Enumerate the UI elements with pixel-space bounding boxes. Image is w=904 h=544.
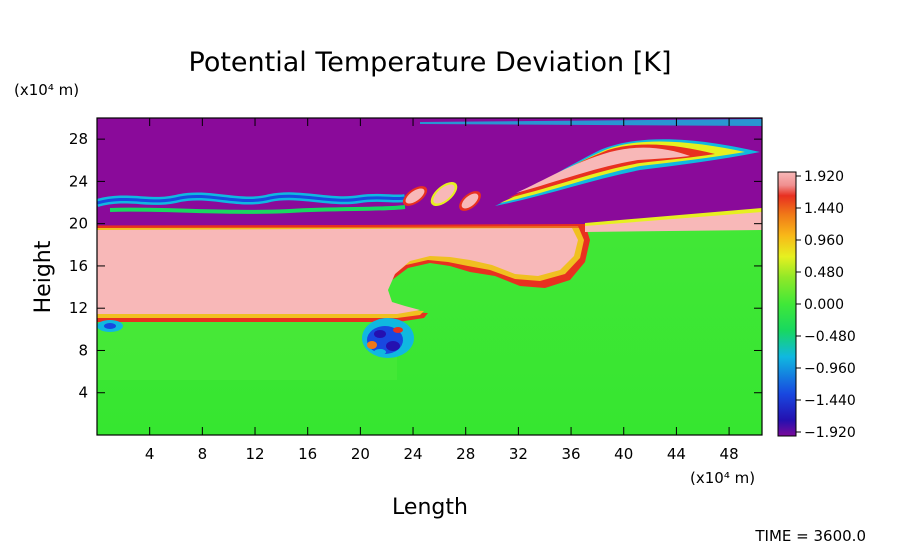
chart-title: Potential Temperature Deviation [K] [189, 47, 672, 78]
y-tick-label: 12 [69, 299, 88, 317]
x-tick-label: 20 [351, 445, 370, 463]
x-tick-label: 4 [145, 445, 155, 463]
x-axis-unit: (x10⁴ m) [690, 469, 755, 487]
y-tick-label: 8 [78, 341, 88, 359]
heatmap-field [97, 118, 762, 435]
colorbar-tick-label: 0.480 [804, 265, 844, 281]
y-tick-label: 16 [69, 257, 88, 275]
field-banding [97, 320, 397, 380]
colorbar-tick-label: −1.440 [804, 393, 856, 409]
colorbar: 1.920 1.440 0.960 0.480 0.000 −0.480 −0.960 −1.… [777, 169, 856, 441]
x-axis-ticks: 4 8 12 16 20 24 28 32 36 40 44 48 [145, 118, 739, 463]
colorbar-tick-label: −0.960 [804, 361, 856, 377]
x-axis-label: Length [392, 495, 468, 520]
field-interface-line [97, 225, 762, 228]
y-tick-label: 28 [69, 130, 88, 148]
field-upper-purple [97, 118, 762, 226]
x-tick-label: 12 [245, 445, 264, 463]
x-tick-label: 40 [614, 445, 633, 463]
colorbar-tick-label: −1.920 [804, 425, 856, 441]
y-tick-label: 24 [69, 172, 88, 190]
field-wave-train-lower [109, 205, 406, 214]
colorbar-tick-label: 1.920 [804, 169, 844, 185]
field-wave-train-core [97, 194, 406, 205]
x-tick-label: 44 [667, 445, 686, 463]
x-tick-label: 24 [403, 445, 422, 463]
field-turbulent-region [97, 318, 414, 358]
plot-frame [96, 117, 763, 436]
y-axis-unit: (x10⁴ m) [14, 81, 79, 99]
colorbar-tick-label: 0.000 [804, 297, 844, 313]
x-tick-label: 28 [456, 445, 475, 463]
colorbar-gradient [777, 171, 797, 437]
field-upper-blobs [402, 139, 760, 211]
x-tick-label: 36 [562, 445, 581, 463]
colorbar-tick-label: 0.960 [804, 233, 844, 249]
x-tick-label: 8 [198, 445, 208, 463]
x-tick-label: 16 [298, 445, 317, 463]
field-pink-core [97, 228, 578, 314]
colorbar-tick-label: −0.480 [804, 329, 856, 345]
x-tick-label: 32 [509, 445, 528, 463]
colorbar-ticks: 1.920 1.440 0.960 0.480 0.000 −0.480 −0.960 −1.… [796, 169, 856, 441]
time-label: TIME = 3600.0 [754, 527, 866, 544]
y-tick-label: 4 [78, 384, 88, 402]
y-axis-ticks: 4 8 12 16 20 24 28 [69, 130, 762, 402]
field-upper-right-edge [585, 208, 762, 226]
y-axis-label: Height [31, 240, 56, 313]
colorbar-tick-label: 1.440 [804, 201, 844, 217]
x-tick-label: 48 [720, 445, 739, 463]
y-tick-label: 20 [69, 215, 88, 233]
